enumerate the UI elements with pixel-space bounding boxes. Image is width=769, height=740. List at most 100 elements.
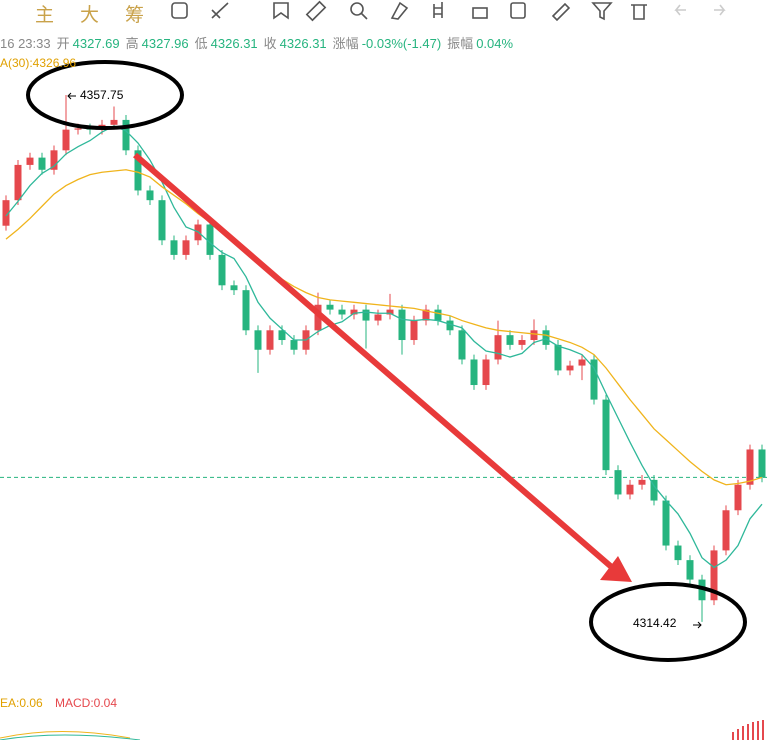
candle-body [14,164,22,201]
icon[interactable] [211,2,229,19]
candle-body [122,119,130,151]
plot-area [0,94,769,622]
candle-body [626,484,634,495]
candle-body [530,330,538,341]
candle-body [710,550,718,601]
candle-body [278,330,286,341]
info-value: 4327.96 [141,36,189,51]
candle-body [386,309,394,315]
trend-arrow-head [600,556,632,582]
candle-body [266,330,274,350]
candle-body [650,479,658,501]
candle-body [26,157,34,165]
arrow-right [693,621,702,629]
icon[interactable] [714,4,726,16]
candle-body [110,119,118,125]
high-label: 4357.75 [80,88,124,102]
candle-body [290,340,298,350]
candle-body [350,309,358,315]
candle-body [446,320,454,331]
ma-line [5,169,763,486]
candle-body [554,344,562,371]
low-label: 4314.42 [633,616,677,630]
candle-body [674,545,682,561]
info-value: -0.03%(-1.47) [361,36,442,51]
icon[interactable] [273,2,289,20]
candle-body [590,359,598,400]
trend-arrow [133,152,617,573]
candle-body [758,449,766,478]
low-circle [589,582,747,662]
icon[interactable] [171,2,188,19]
candle-body [410,320,418,341]
candle-body [542,330,550,345]
candle-body [518,340,526,345]
candle-body [182,240,190,255]
icon[interactable] [551,2,571,22]
candle-body [158,200,166,241]
candle-body [566,365,574,371]
candle-body [494,335,502,360]
info-value: 4327.69 [72,36,120,51]
candle-body [746,449,754,485]
info-label: 收 [263,36,277,51]
macd-curve [0,734,141,740]
icon[interactable] [305,0,327,22]
candle-body [602,399,610,471]
toolbar-icons [171,0,726,22]
icon[interactable] [631,4,647,20]
candle-body [206,224,214,255]
info-value: 0.04% [476,36,514,51]
candle-body [470,359,478,386]
candle-body [506,335,514,345]
ma-line [5,125,763,569]
icon[interactable] [591,2,613,21]
candle-body [638,479,646,485]
candle-body [2,200,10,226]
tab[interactable]: 主 [35,5,55,26]
candle-body [326,304,334,310]
info-label: 振幅 [447,36,474,51]
candle-body [374,314,382,321]
candle-body [218,254,226,286]
info-bar: 16 23:33 开 4327.69 高 4327.96 低 4326.31 收 4326.31… [0,33,519,52]
macd-curve [0,731,131,739]
macd-bars [732,720,764,740]
macd-label: MACD:0.04 [55,696,117,710]
candle-body [170,240,178,255]
info-value: 4326.31 [279,36,327,51]
candle-body [686,560,694,580]
candle-body [74,128,82,130]
ma-label: A(30):4326.96 [0,56,76,70]
arrow-left [67,92,76,100]
candle-body [254,330,262,350]
icon[interactable] [674,4,686,16]
candle-body [146,190,154,201]
candle-body [314,304,322,331]
candle-body [134,150,142,191]
candle-body [722,510,730,551]
high-circle [26,60,184,130]
candle-body [230,285,238,291]
candle-body [362,309,370,321]
candle-body [422,309,430,321]
candle-body [662,500,670,546]
info-label: 开 [56,36,70,51]
candle-body [482,359,490,386]
icon[interactable] [510,2,526,19]
info-label: 高 [125,36,139,51]
icon[interactable] [433,2,443,18]
info-label: 低 [194,36,208,51]
icon[interactable] [390,1,409,20]
candle-body [734,484,742,511]
toolbar-tabs: 主 大 筹 [35,0,144,27]
icon[interactable] [472,7,488,19]
tab[interactable]: 大 [80,5,100,26]
info-value: 4326.31 [210,36,258,51]
candle-body [578,359,586,366]
icon[interactable] [350,2,364,16]
info-label: 涨幅 [332,36,359,51]
tab[interactable]: 筹 [125,5,145,26]
